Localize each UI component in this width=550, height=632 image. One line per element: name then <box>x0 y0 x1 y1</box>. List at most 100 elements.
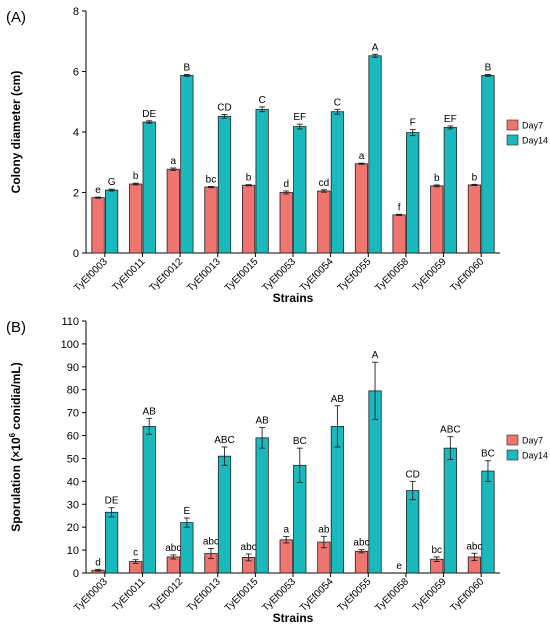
panel-label-b: (B) <box>6 319 26 336</box>
x-tick-label: TyEf0012 <box>148 576 186 614</box>
significance-letter: abc <box>203 536 219 547</box>
significance-letter: DE <box>142 109 156 120</box>
significance-letter: b <box>472 172 478 183</box>
bar <box>330 111 345 254</box>
y-tick-label: 80 <box>67 385 79 397</box>
bar <box>406 490 420 574</box>
colony-diameter-chart: 0 2 4 6 8 TyEf0003 eG TyEf0011 b DE TyEf0012 a B TyEf… <box>9 6 548 305</box>
significance-letter: BC <box>481 449 495 460</box>
legend-label: Day14 <box>522 136 548 146</box>
x-tick-label: TyEf0003 <box>72 256 110 294</box>
x-tick-label: TyEf0054 <box>298 256 336 294</box>
bar <box>255 437 269 574</box>
legend-swatch <box>506 434 519 446</box>
y-axis-label-superscript: 6 <box>8 432 17 437</box>
bar <box>142 425 156 574</box>
significance-letter: d <box>95 557 101 568</box>
legend-label: Day14 <box>522 451 548 461</box>
significance-letter: CD <box>217 102 231 113</box>
x-tick-label: TyEf0054 <box>298 576 336 614</box>
bar <box>467 184 482 254</box>
bar <box>317 190 331 254</box>
significance-letter: f <box>398 202 401 213</box>
significance-letter: CD <box>405 469 419 480</box>
significance-letter: abc <box>165 543 181 554</box>
bar <box>104 189 119 254</box>
significance-letter: abc <box>466 541 482 552</box>
significance-letter: A <box>372 350 379 361</box>
significance-letter: b <box>434 173 440 184</box>
bar <box>279 539 293 574</box>
x-tick-label: TyEf0012 <box>148 256 186 294</box>
x-tick-label: TyEf0058 <box>373 576 411 614</box>
bar <box>330 425 345 574</box>
significance-letter: C <box>259 95 266 106</box>
significance-letter: bc <box>431 545 442 556</box>
bar <box>354 163 369 254</box>
significance-letter: AB <box>331 394 345 405</box>
bar <box>129 183 143 254</box>
significance-letter: b <box>133 171 139 182</box>
y-tick-label: 2 <box>73 188 79 200</box>
significance-letter: EF <box>293 112 306 123</box>
x-axis-label: Strains <box>273 291 314 305</box>
panel-label-a: (A) <box>6 9 26 26</box>
x-tick-label: TyEf0058 <box>373 256 411 294</box>
significance-letter: bc <box>206 174 217 185</box>
y-axis-label: Sporulation (×106 conidia/mL) <box>8 362 23 531</box>
legend-swatch <box>506 134 519 146</box>
y-tick-label: 70 <box>67 408 79 420</box>
y-tick-label: 20 <box>67 522 79 534</box>
y-tick-label: 40 <box>67 476 79 488</box>
sporulation-chart: 0 10 20 30 40 50 60 70 80 90 100 110 TyEf0003 d DE TyEf… <box>8 316 548 625</box>
bar <box>217 455 232 574</box>
x-tick-label: TyEf0011 <box>110 256 147 293</box>
bar <box>204 186 218 254</box>
significance-letter: A <box>372 42 379 53</box>
x-tick-label: TyEf0053 <box>260 576 298 614</box>
significance-letter: AB <box>143 406 157 417</box>
significance-letter: e <box>95 185 101 196</box>
bar <box>293 126 307 254</box>
x-tick-label: TyEf0011 <box>110 576 147 613</box>
significance-letter: DE <box>105 496 119 507</box>
significance-letter: B <box>184 63 191 74</box>
bar <box>255 108 269 254</box>
bar <box>368 55 382 254</box>
significance-letter: a <box>359 151 365 162</box>
significance-letter: G <box>108 177 116 188</box>
bar <box>104 511 119 574</box>
y-tick-label: 10 <box>67 545 79 557</box>
x-tick-label: TyEf0059 <box>411 576 449 614</box>
significance-letter: a <box>171 156 177 167</box>
x-tick-label: TyEf0053 <box>260 256 298 294</box>
significance-letter: cd <box>319 178 330 189</box>
y-tick-label: 30 <box>67 499 79 511</box>
significance-letter: abc <box>353 538 369 549</box>
x-tick-label: TyEf0003 <box>72 576 110 614</box>
y-tick-label: 100 <box>61 339 79 351</box>
x-tick-label: TyEf0059 <box>411 256 449 294</box>
bar <box>354 550 369 574</box>
bar <box>443 127 457 254</box>
significance-letter: EF <box>444 114 457 125</box>
bar <box>91 197 105 254</box>
x-tick-label: TyEf0015 <box>223 576 261 614</box>
legend-label: Day7 <box>522 121 543 131</box>
bar <box>392 214 406 254</box>
y-tick-label: 8 <box>73 6 79 18</box>
significance-letter: F <box>410 118 416 129</box>
x-tick-label: TyEf0015 <box>223 256 261 294</box>
y-tick-label: 6 <box>73 67 79 79</box>
y-axis-label: Colony diameter (cm) <box>9 71 23 194</box>
x-tick-label: TyEf0060 <box>449 576 487 614</box>
legend-label: Day7 <box>522 436 543 446</box>
y-tick-label: 110 <box>61 316 79 328</box>
y-tick-label: 0 <box>73 248 79 260</box>
y-tick-label: 90 <box>67 362 79 374</box>
bar <box>180 522 194 574</box>
significance-letter: ABC <box>214 435 235 446</box>
bar <box>406 132 420 254</box>
legend-swatch <box>506 119 519 131</box>
